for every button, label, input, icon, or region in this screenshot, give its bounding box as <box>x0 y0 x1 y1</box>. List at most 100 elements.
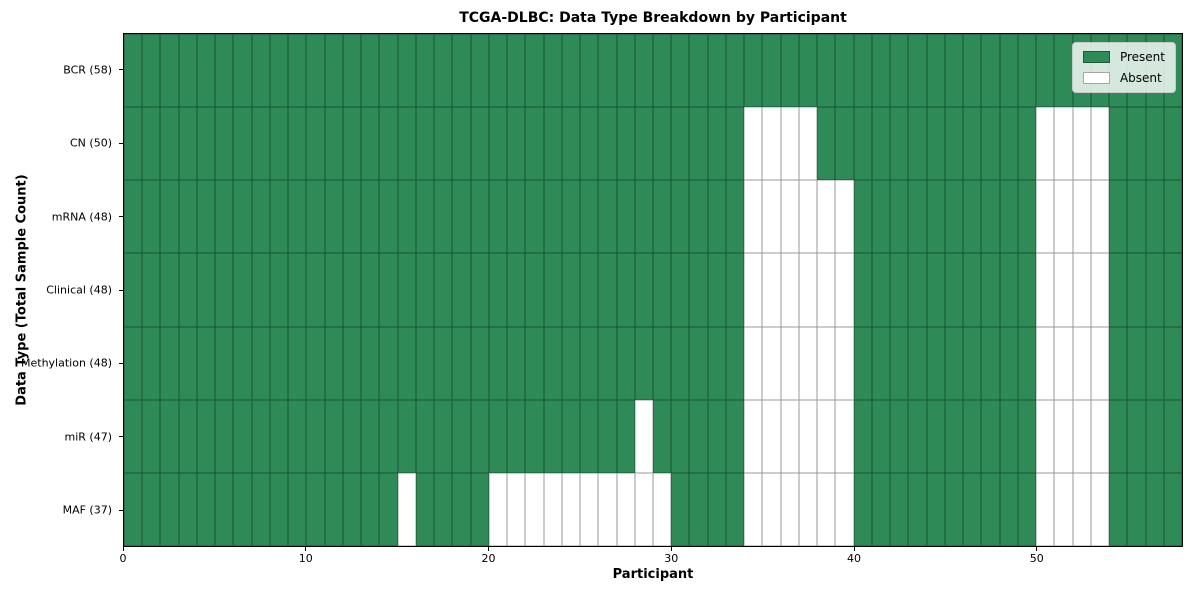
heatmap-cell <box>507 326 526 400</box>
heatmap-cell <box>580 180 599 254</box>
heatmap-cell <box>798 472 818 546</box>
heatmap-cell <box>1036 107 1055 181</box>
heatmap-cell <box>835 399 854 473</box>
x-tick-label: 40 <box>847 552 862 565</box>
heatmap-cell <box>780 472 799 546</box>
heatmap-cell <box>1127 399 1146 473</box>
heatmap-cell <box>780 34 799 108</box>
heatmap-cell <box>507 34 526 108</box>
heatmap-cell <box>744 472 763 546</box>
heatmap-cell <box>926 472 945 546</box>
x-tick-label: 20 <box>481 552 496 565</box>
heatmap-cell <box>762 253 781 327</box>
heatmap-cell <box>1127 472 1146 546</box>
heatmap-cell <box>269 253 289 327</box>
x-tick-mark <box>122 547 124 551</box>
heatmap-cell <box>580 326 599 400</box>
heatmap-cell <box>324 180 343 254</box>
legend-item-present: Present <box>1082 50 1165 64</box>
heatmap-cell <box>342 399 362 473</box>
heatmap-cell <box>251 472 270 546</box>
heatmap-cell <box>288 472 307 546</box>
heatmap-cell <box>689 326 708 400</box>
heatmap-cell <box>1054 107 1073 181</box>
heatmap-cell <box>488 399 508 473</box>
heatmap-cell <box>1054 472 1073 546</box>
heatmap-cell <box>434 34 453 108</box>
heatmap-cell <box>1017 34 1037 108</box>
heatmap-cell <box>488 472 508 546</box>
heatmap-cell <box>324 34 343 108</box>
heatmap-cell <box>561 180 581 254</box>
heatmap-cell <box>452 399 471 473</box>
heatmap-cell <box>835 107 854 181</box>
heatmap-cell <box>652 107 672 181</box>
heatmap-cell <box>196 399 216 473</box>
heatmap-cell <box>507 472 526 546</box>
heatmap-cell <box>963 472 982 546</box>
heatmap-cell <box>1163 107 1182 181</box>
heatmap-cell <box>124 107 143 181</box>
x-tick-mark <box>305 547 307 551</box>
heatmap-cell <box>908 34 927 108</box>
heatmap-cell <box>707 34 726 108</box>
heatmap-cell <box>908 326 927 400</box>
heatmap-cell <box>707 180 726 254</box>
heatmap-cell <box>525 253 544 327</box>
heatmap-cell <box>124 253 143 327</box>
heatmap-cell <box>798 34 818 108</box>
x-tick-mark <box>853 547 855 551</box>
heatmap-cell <box>124 472 143 546</box>
heatmap-cell <box>215 107 234 181</box>
heatmap-cell <box>379 180 398 254</box>
heatmap-cell <box>379 472 398 546</box>
heatmap-cell <box>580 399 599 473</box>
heatmap-cell <box>853 107 872 181</box>
heatmap-cell <box>598 326 617 400</box>
x-tick-mark <box>670 547 672 551</box>
heatmap-cell <box>871 399 891 473</box>
heatmap-cell <box>634 326 653 400</box>
heatmap-cell <box>543 180 562 254</box>
heatmap-cell <box>652 472 672 546</box>
heatmap-cell <box>507 180 526 254</box>
heatmap-cell <box>908 180 927 254</box>
heatmap-cell <box>470 180 489 254</box>
heatmap-cell <box>762 472 781 546</box>
heatmap-cell <box>944 180 964 254</box>
heatmap-cell <box>233 34 252 108</box>
heatmap-cell <box>598 180 617 254</box>
heatmap-cell <box>397 253 416 327</box>
heatmap-cell <box>616 472 635 546</box>
heatmap-cell <box>762 180 781 254</box>
plot-area: Present Absent <box>123 33 1183 547</box>
heatmap-cell <box>871 107 891 181</box>
heatmap-cell <box>1072 253 1091 327</box>
heatmap-cell <box>1090 180 1110 254</box>
heatmap-cell <box>744 107 763 181</box>
heatmap-cell <box>488 34 508 108</box>
heatmap-cell <box>178 399 197 473</box>
heatmap-cell <box>689 399 708 473</box>
heatmap-cell <box>470 34 489 108</box>
heatmap-cell <box>944 472 964 546</box>
heatmap-cell <box>598 253 617 327</box>
heatmap-cell <box>361 34 380 108</box>
heatmap-cell <box>215 253 234 327</box>
heatmap-cell <box>324 107 343 181</box>
heatmap-cell <box>178 180 197 254</box>
heatmap-cell <box>1036 253 1055 327</box>
heatmap-cell <box>671 107 690 181</box>
heatmap-cell <box>434 399 453 473</box>
heatmap-cell <box>963 34 982 108</box>
heatmap-cell <box>1163 180 1182 254</box>
heatmap-cell <box>178 107 197 181</box>
heatmap-cell <box>379 34 398 108</box>
heatmap-cell <box>634 472 653 546</box>
heatmap-cell <box>944 326 964 400</box>
heatmap-cell <box>543 326 562 400</box>
heatmap-cell <box>780 253 799 327</box>
heatmap-cell <box>999 180 1018 254</box>
heatmap-cell <box>306 180 325 254</box>
heatmap-cell <box>1036 180 1055 254</box>
